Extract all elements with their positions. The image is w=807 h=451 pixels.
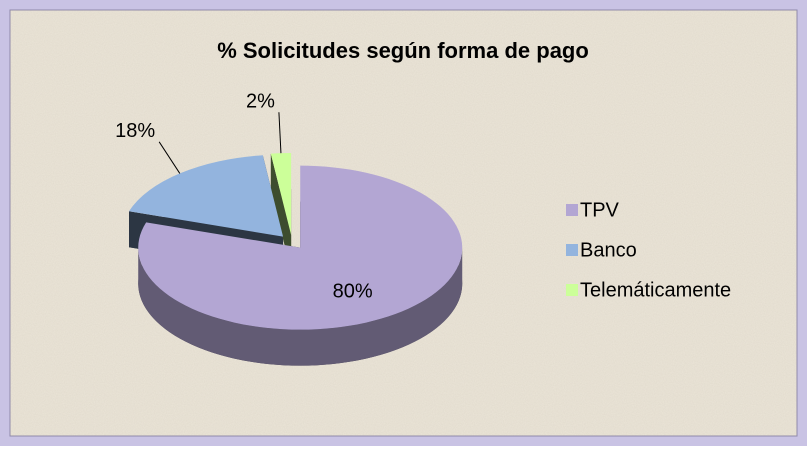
slice-side — [270, 153, 292, 272]
slice — [129, 155, 284, 237]
pie: 80% 18% 2% — [115, 91, 463, 366]
legend-label: Banco — [580, 239, 637, 261]
legend-label: Telemáticamente — [580, 279, 731, 301]
slice-wall — [138, 247, 463, 366]
data-label: 18% — [115, 120, 155, 142]
data-label: 80% — [333, 280, 373, 302]
slice — [270, 153, 292, 236]
slice — [138, 165, 463, 330]
leader-line — [278, 112, 282, 154]
data-label: 2% — [246, 91, 275, 113]
legend-swatch — [566, 244, 578, 256]
leader-line — [158, 141, 181, 174]
chart-title: % Solicitudes según forma de pago — [217, 38, 589, 63]
legend-label: TPV — [580, 199, 620, 221]
legend: TPV Banco Telemáticamente — [566, 199, 731, 301]
legend-swatch — [566, 284, 578, 296]
legend-swatch — [566, 204, 578, 216]
